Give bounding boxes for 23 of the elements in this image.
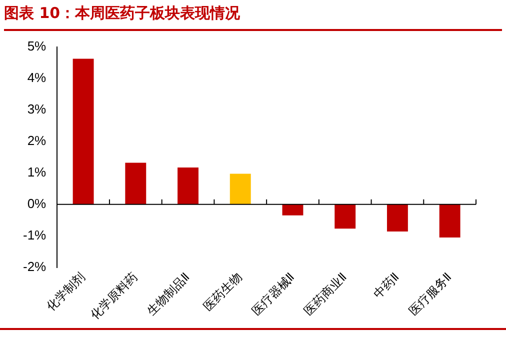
x-tick-label: 医药生物 <box>200 270 245 314</box>
bar <box>439 204 460 238</box>
bar <box>178 167 198 204</box>
bar <box>125 162 146 204</box>
bar <box>334 204 356 229</box>
y-tick-label: 3% <box>27 101 47 116</box>
x-tick-label: 中药Ⅱ <box>370 270 402 301</box>
x-tick-label: 医疗器械Ⅱ <box>249 270 298 318</box>
y-tick-label: 4% <box>27 70 47 85</box>
bar <box>72 58 94 204</box>
y-tick-label: -1% <box>22 227 47 242</box>
y-tick-label: 5% <box>27 38 47 54</box>
x-tick-label: 医药商业Ⅱ <box>301 270 350 318</box>
chart-title: 图表 10：本周医药子板块表现情况 <box>4 4 502 31</box>
y-tick-label: 0% <box>27 196 47 211</box>
x-tick-label: 化学原料药 <box>88 270 140 322</box>
x-tick-label: 医疗服务Ⅱ <box>406 270 454 318</box>
y-tick-label: 1% <box>27 164 47 180</box>
bar <box>282 204 304 216</box>
y-tick-label: 2% <box>27 132 47 148</box>
bar <box>230 174 251 204</box>
x-tick-label: 生物制品Ⅱ <box>144 270 192 318</box>
bar <box>386 204 408 232</box>
